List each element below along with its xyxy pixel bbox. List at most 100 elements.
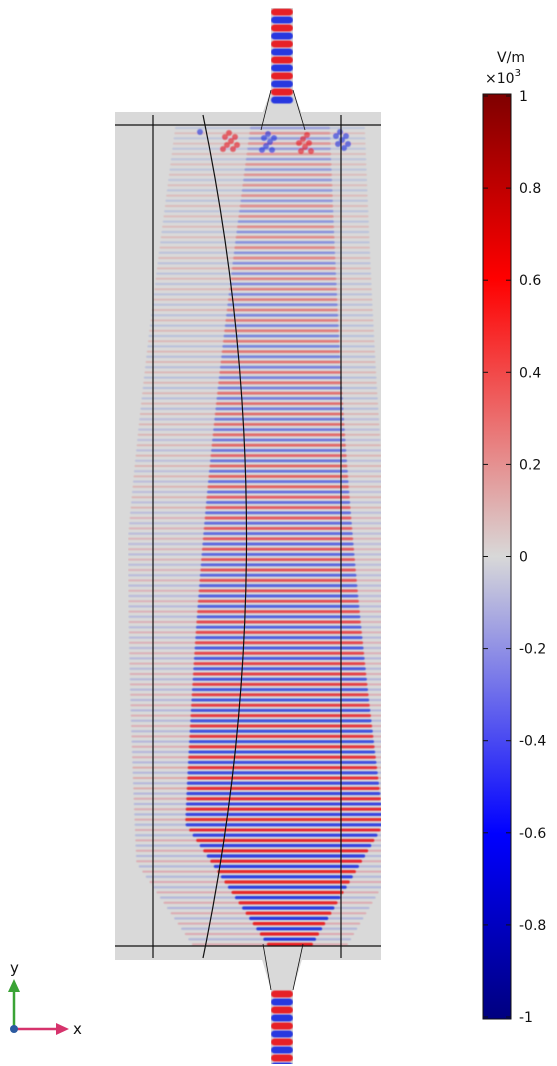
wave-stripe — [160, 896, 376, 899]
wave-stripe — [156, 272, 372, 275]
wave-stripe — [152, 303, 373, 306]
wave-stripe — [134, 823, 381, 826]
wave-speckle — [226, 130, 232, 136]
wave-speckle — [308, 148, 314, 154]
wave-stripe — [164, 210, 369, 213]
wave-stripe — [133, 480, 381, 483]
wave-speckle — [261, 135, 267, 141]
wave-stripe — [130, 704, 381, 707]
wave-stripe — [133, 803, 381, 805]
wave-stripe — [271, 88, 293, 96]
colorbar-tick-label: 0.2 — [519, 457, 541, 473]
x-arrowhead — [56, 1023, 69, 1035]
wave-stripe — [142, 392, 378, 395]
wave-stripe — [141, 397, 378, 400]
wave-stripe — [129, 522, 381, 525]
wave-stripe — [271, 24, 293, 32]
wave-stripe — [129, 647, 381, 649]
wave-speckle — [304, 132, 310, 138]
wave-stripe — [171, 153, 367, 155]
wave-stripe — [135, 844, 381, 847]
colorbar-tick-label: 0 — [519, 550, 528, 566]
colorbar-tick-label: 0.4 — [519, 365, 541, 381]
x-axis-label: x — [73, 1020, 82, 1038]
wave-stripe — [128, 553, 381, 556]
wave-stripe — [162, 220, 369, 223]
wave-stripe — [130, 709, 381, 712]
wave-stripe — [271, 1030, 293, 1038]
wave-stripe — [132, 771, 381, 774]
wave-stripe — [128, 600, 381, 603]
wave-stripe — [160, 241, 370, 244]
wave-stripe — [129, 667, 381, 670]
wave-stripe — [128, 605, 381, 608]
wave-stripe — [133, 787, 381, 790]
wave-stripe — [135, 855, 381, 857]
colorbar-unit: V/m — [497, 50, 525, 66]
y-axis-label: y — [10, 959, 19, 977]
colorbar-multiplier: ×103 — [485, 68, 521, 87]
wave-stripe — [271, 1014, 293, 1022]
wave-stripe — [132, 491, 381, 493]
wave-stripe — [169, 168, 367, 171]
wave-speckle — [234, 142, 240, 148]
wave-stripe — [271, 1006, 293, 1014]
wave-speckle — [232, 134, 238, 140]
wave-stripe — [271, 990, 293, 998]
wave-stripe — [271, 1022, 293, 1030]
wave-stripe — [271, 1062, 293, 1064]
y-arrowhead — [8, 979, 20, 992]
wave-stripe — [271, 16, 293, 24]
wave-stripe — [140, 407, 379, 410]
wave-speckle — [306, 140, 312, 146]
wave-stripe — [135, 459, 381, 462]
wave-stripe — [166, 194, 368, 197]
wave-stripe — [271, 1046, 293, 1054]
wave-stripe — [128, 610, 381, 613]
wave-stripe — [132, 777, 381, 779]
wave-stripe — [149, 324, 374, 327]
z-axis-dot — [10, 1025, 18, 1033]
wave-stripe — [142, 870, 381, 873]
wave-stripe — [271, 998, 293, 1006]
wave-stripe — [154, 288, 372, 291]
wave-stripe — [165, 199, 368, 202]
wave-stripe — [130, 693, 381, 696]
wave-stripe — [133, 475, 381, 478]
wave-stripe — [136, 449, 381, 452]
wave-speckle — [259, 147, 265, 153]
wave-stripe — [166, 189, 368, 192]
wave-stripe — [134, 470, 381, 473]
wave-stripe — [128, 532, 381, 535]
wave-stripe — [135, 834, 381, 837]
wave-stripe — [128, 527, 381, 530]
wave-stripe — [188, 938, 352, 941]
wave-stripe — [170, 158, 367, 161]
wave-stripe — [163, 901, 373, 904]
wave-stripe — [128, 563, 381, 566]
wave-stripe — [133, 797, 381, 800]
wave-stripe — [168, 179, 368, 181]
wave-speckle — [300, 136, 306, 142]
wave-stripe — [271, 80, 293, 88]
wave-speckle — [271, 135, 277, 141]
wave-stripe — [271, 32, 293, 40]
colorbar-tick-label: -0.8 — [519, 918, 546, 934]
wave-speckle — [220, 146, 226, 152]
wave-stripe — [146, 355, 376, 358]
wave-stripe — [161, 231, 370, 233]
wave-stripe — [135, 839, 381, 842]
wave-stripe — [143, 381, 377, 384]
wave-stripe — [137, 433, 381, 436]
wave-speckle — [302, 144, 308, 150]
wave-stripe — [135, 454, 381, 457]
wave-stripe — [130, 714, 381, 717]
wave-stripe — [177, 922, 361, 925]
wave-stripe — [129, 683, 381, 686]
colorbar-tick-label: -0.6 — [519, 826, 546, 842]
wave-stripe — [167, 184, 368, 187]
wave-stripe — [135, 849, 381, 852]
wave-stripe — [129, 673, 381, 675]
wave-stripe — [128, 626, 381, 629]
